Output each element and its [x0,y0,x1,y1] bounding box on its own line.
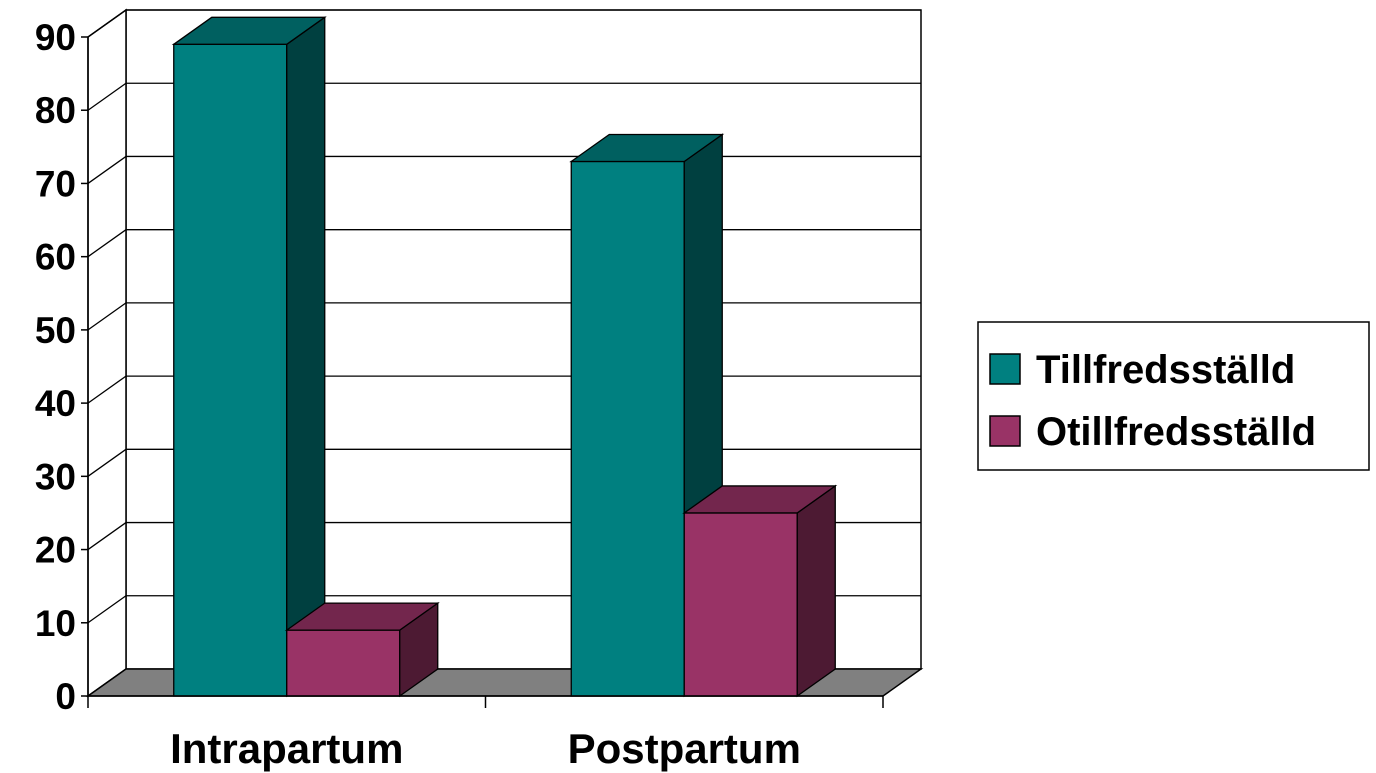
legend-swatch [989,353,1021,385]
gridline-side [87,82,127,111]
legend-label: Tillfredsställd [1036,348,1295,392]
bar-front [286,629,401,697]
gridline-side [87,375,127,404]
bar-top [171,16,327,45]
axes [81,36,884,708]
legend-swatch [989,415,1021,447]
bar-front [570,160,685,697]
legend: Tillfredsställd Otillfredsställd [977,321,1370,471]
y-tick-label: 0 [55,676,76,717]
bar-top [284,602,440,631]
y-tick-label: 70 [35,163,76,204]
bars [171,16,838,698]
y-tick-label: 40 [35,383,76,424]
y-tick-label: 60 [35,237,76,278]
y-tick-label: 50 [35,310,76,351]
gridline-side [87,448,127,477]
legend-box [977,321,1370,471]
bar-side [796,484,836,698]
x-axis-categories: Intrapartum Postpartum [170,725,801,772]
y-tick-label: 30 [35,456,76,497]
gridline-side [87,155,127,184]
gridline-side [87,229,127,258]
legend-label: Otillfredsställd [1036,410,1316,454]
x-category-label: Postpartum [568,725,801,772]
y-tick-label: 20 [35,530,76,571]
bar-top [569,133,725,163]
gridline-side [87,595,127,624]
y-axis-ticks: 0 10 20 30 40 50 60 70 80 90 [35,17,76,717]
bar-top [682,485,838,514]
bar-front [683,512,798,697]
side-wall [87,8,127,698]
gridline-side [87,522,127,551]
y-tick-label: 90 [35,17,76,58]
x-category-label: Intrapartum [170,725,403,772]
gridline-side [87,302,127,331]
gridline-side [87,9,127,38]
bar-front [173,43,288,697]
y-tick-label: 10 [35,603,76,644]
bar-side [286,16,326,698]
y-tick-label: 80 [35,90,76,131]
